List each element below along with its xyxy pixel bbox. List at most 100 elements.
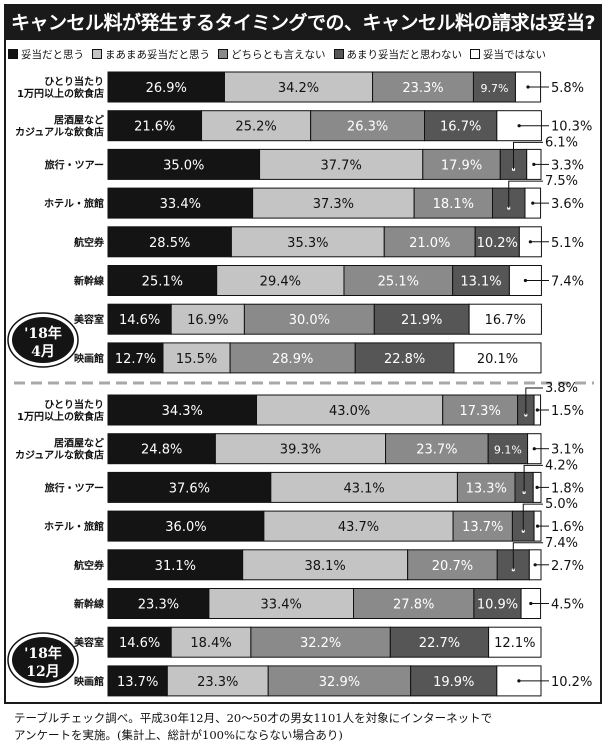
bar-segment (107, 549, 244, 581)
legend-label: まあまあ妥当だと思う (105, 48, 210, 61)
period-badge-year: '18年 (24, 325, 62, 342)
bar-segment (242, 549, 409, 581)
data-label: 19.9% (433, 675, 474, 690)
data-label: 31.1% (155, 559, 196, 574)
category-label: 旅行・ツアー (45, 481, 104, 494)
data-label: 9.7% (480, 82, 508, 95)
data-label: 23.3% (197, 675, 238, 690)
bar-segment (107, 433, 216, 465)
data-label: 21.9% (401, 313, 442, 328)
data-label: 36.0% (165, 520, 206, 535)
bar-segment (107, 187, 254, 219)
data-label: 4.2% (545, 458, 578, 473)
category-label: 1万円以上の飲食店 (17, 87, 104, 100)
data-label: 22.8% (384, 352, 425, 367)
bar-segment (214, 433, 387, 465)
data-label: 7.5% (545, 174, 578, 189)
callout-line (525, 387, 543, 415)
legend-label: 妥当だと思う (21, 48, 84, 61)
data-label: 14.6% (119, 636, 160, 651)
category-label: ひとり当たり (44, 398, 104, 411)
data-label: 26.9% (146, 81, 187, 96)
legend-label: あまり妥当だと思わない (346, 48, 463, 61)
category-label: 美容室 (74, 636, 104, 649)
footnote-line: テーブルチェック調べ。平成30年12月、20〜50才の男女1101人を対象にイン… (14, 711, 493, 725)
data-label: 18.1% (433, 197, 474, 212)
category-label: 航空券 (74, 236, 105, 249)
data-label: 3.8% (545, 381, 578, 396)
category-label: 居酒屋など (54, 114, 104, 127)
data-label: 27.8% (393, 598, 434, 613)
data-label: 38.1% (304, 559, 345, 574)
bar-segment (473, 588, 522, 619)
bar-segment (474, 226, 520, 258)
data-label: 4.5% (551, 598, 584, 613)
data-label: 43.0% (329, 404, 370, 419)
period-badge-month: 4月 (31, 344, 55, 360)
data-label: 30.0% (289, 313, 330, 328)
category-label: カジュアルな飲食店 (15, 449, 104, 462)
data-label: 29.4% (260, 275, 301, 290)
data-label: 23.3% (402, 81, 443, 96)
bar-segment (170, 626, 252, 658)
legend-swatch (8, 49, 18, 59)
data-label: 20.7% (432, 559, 473, 574)
footnote-line: アンケートを実施。(集計上、総計が100%にならない場合あり) (14, 728, 343, 742)
bar-segment (442, 394, 519, 426)
legend-swatch (470, 49, 480, 59)
bar-segment (201, 110, 312, 142)
callout-line (513, 141, 543, 170)
bar-segment (229, 342, 356, 374)
data-label: 13.1% (460, 275, 501, 290)
legend: 妥当だと思う まあまあ妥当だと思う どちらとも言えない あまり妥当だと思わない … (8, 45, 602, 63)
period-badge-month: 12月 (26, 664, 59, 680)
data-label: 10.2% (477, 236, 518, 251)
bar-segment (107, 588, 210, 619)
bar-segment (413, 187, 494, 219)
data-label: 7.4% (551, 275, 584, 290)
callout-line (523, 464, 543, 493)
data-label: 25.1% (142, 275, 183, 290)
category-label: 新幹線 (74, 598, 104, 611)
bar-segment (472, 71, 516, 103)
data-label: 5.0% (545, 497, 578, 512)
bar-segment (107, 510, 265, 542)
legend-label: 妥当ではない (483, 48, 546, 61)
bar-segment (263, 510, 454, 542)
legend-swatch (92, 49, 102, 59)
bar-segment (259, 148, 424, 180)
footnote: テーブルチェック調べ。平成30年12月、20〜50才の男女1101人を対象にイン… (14, 710, 599, 744)
data-label: 10.3% (551, 120, 592, 135)
data-label: 16.7% (485, 313, 526, 328)
legend-item-somewhat-agree: まあまあ妥当だと思う (92, 47, 210, 62)
data-label: 34.3% (162, 404, 203, 419)
data-label: 14.6% (119, 313, 160, 328)
data-label: 15.5% (176, 352, 217, 367)
bar-segment (256, 394, 444, 426)
legend-swatch (218, 49, 228, 59)
category-label: 旅行・ツアー (45, 158, 104, 171)
bar-segment (107, 265, 218, 296)
legend-label: どちらとも言えない (231, 48, 326, 61)
data-label: 24.8% (141, 443, 182, 458)
category-label: 1万円以上の飲食店 (17, 410, 104, 423)
data-label: 2.7% (551, 559, 584, 574)
data-label: 33.4% (261, 598, 302, 613)
bar-segment (107, 394, 258, 426)
data-label: 5.8% (551, 81, 584, 96)
legend-item-neutral: どちらとも言えない (218, 47, 326, 62)
bar-segment (270, 471, 458, 503)
data-label: 28.5% (149, 236, 190, 251)
callout-dot (511, 568, 515, 572)
legend-swatch (333, 49, 344, 59)
data-label: 13.7% (462, 520, 503, 535)
category-label: 居酒屋など (54, 437, 104, 450)
bar-segment (353, 588, 475, 619)
data-label: 37.7% (321, 158, 362, 173)
bar-segment (452, 265, 510, 296)
data-label: 1.6% (551, 520, 584, 535)
callout-line (522, 503, 543, 532)
data-label: 13.3% (466, 481, 507, 496)
data-label: 16.7% (440, 120, 481, 135)
